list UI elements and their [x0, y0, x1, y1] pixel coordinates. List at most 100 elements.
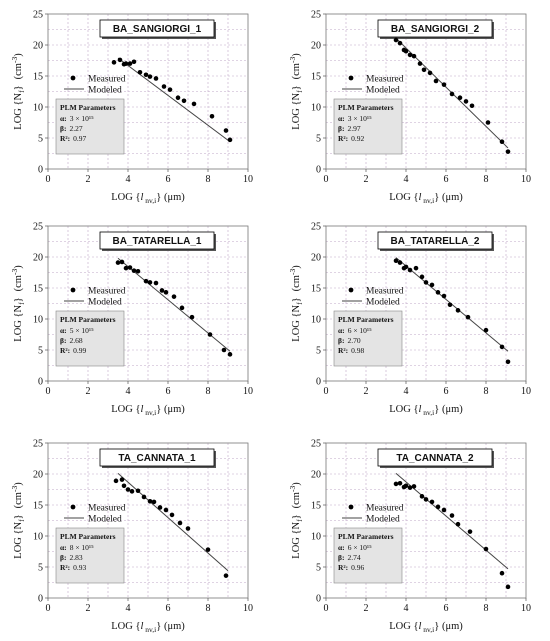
measured-data-point [403, 264, 409, 270]
y-tick-label: 10 [33, 315, 43, 326]
measured-data-point [429, 282, 435, 288]
x-tick-label: 6 [444, 386, 449, 397]
plm-beta-row: β: 2.68 [60, 336, 83, 345]
y-axis-label-subscript: f [295, 302, 304, 305]
measured-data-point [205, 547, 211, 552]
chart-title: BA_TATARELLA_1 [113, 236, 202, 247]
measured-data-point [179, 305, 185, 311]
x-axis-label-variable: l [141, 404, 144, 415]
plm-parameters-heading: PLM Parameters [338, 532, 394, 541]
plm-beta-row: β: 2.97 [338, 124, 361, 133]
measured-data-point [455, 308, 461, 313]
measured-data-point [163, 290, 169, 295]
plm-parameters-box [333, 310, 403, 367]
plm-beta-value: 2.68 [69, 336, 82, 345]
x-axis-label: LOG {l nv,i} (μm) [389, 404, 463, 417]
plm-alpha-label: α: [338, 326, 345, 335]
measured-data-point [469, 103, 475, 109]
modeled-fit-line [395, 472, 509, 570]
x-tick-label: 8 [484, 603, 489, 614]
measured-data-point [465, 314, 471, 320]
legend-measured-marker [348, 75, 354, 81]
measured-data-point [435, 290, 441, 295]
x-tick-label: 4 [404, 386, 409, 397]
x-axis-label: LOG {l nv,i} (μm) [111, 192, 185, 205]
y-tick-label: 15 [33, 72, 43, 83]
plm-parameters-box [55, 527, 125, 584]
y-tick-label: 25 [311, 439, 321, 450]
x-tick-label: 8 [206, 603, 211, 614]
x-axis-label-prefix: LOG { [389, 621, 418, 632]
plm-r2-label: R²: [338, 134, 348, 143]
chart-title: BA_TATARELLA_2 [391, 236, 480, 247]
y-axis-label-exponent: -3 [10, 486, 19, 492]
x-tick-label: 6 [166, 603, 171, 614]
measured-data-point [119, 477, 125, 482]
plm-alpha-value: 6 × 10¹⁵ [348, 326, 372, 335]
measured-data-point [397, 40, 403, 46]
modeled-fit-line [117, 57, 231, 143]
y-axis-label-close: } [13, 297, 24, 302]
y-axis-label-subscript: f [17, 90, 26, 93]
x-axis-label: LOG {l nv,i} (μm) [389, 621, 463, 634]
plot-frame [47, 225, 249, 382]
measured-data-point [161, 84, 167, 89]
x-axis-label-unit: } (μm) [156, 621, 185, 632]
legend-measured-marker [70, 287, 76, 293]
measured-data-point [457, 95, 463, 100]
plm-alpha-row: α: 3 × 10¹⁵ [60, 114, 94, 123]
y-axis-label-close: } [291, 297, 302, 302]
measured-data-point [171, 294, 177, 299]
plm-alpha-value: 5 × 10¹⁵ [70, 326, 94, 335]
measured-data-point [505, 359, 511, 365]
x-tick-label: 10 [521, 603, 531, 614]
measured-data-point [435, 504, 441, 510]
x-tick-label: 4 [404, 174, 409, 185]
measured-data-point [147, 498, 153, 504]
plm-r2-value: 0.97 [73, 134, 86, 143]
y-tick-label: 10 [311, 103, 321, 114]
x-tick-label: 2 [86, 174, 91, 185]
plm-parameters-heading: PLM Parameters [338, 103, 394, 112]
chart-panel: 0 2 4 6 8 10 0 5 10 15 20 25 LOG {l nv,i} (μm) LOG {N… [10, 439, 253, 635]
measured-data-point [207, 332, 213, 337]
x-axis-label-prefix: LOG { [389, 192, 418, 203]
y-axis-label-subscript: f [295, 90, 304, 93]
plm-r2-row: R²: 0.92 [338, 134, 365, 143]
measured-data-point [131, 268, 137, 273]
legend-modeled-label: Modeled [366, 298, 400, 308]
measured-data-point [499, 139, 505, 145]
y-axis-label-close: } [291, 85, 302, 90]
plm-r2-row: R²: 0.97 [60, 134, 87, 143]
plm-alpha-row: α: 6 × 10¹⁵ [338, 543, 372, 552]
y-tick-label: 15 [33, 501, 43, 512]
y-axis-label: LOG {Nf} (cm-3) [10, 482, 26, 559]
plm-r2-value: 0.98 [351, 346, 364, 355]
y-axis-label-close: } [291, 514, 302, 519]
chart-title: BA_SANGIORGI_2 [391, 24, 480, 35]
y-tick-label: 10 [33, 532, 43, 543]
y-axis-label: LOG {Nf} (cm-3) [10, 265, 26, 342]
y-tick-label: 10 [33, 103, 43, 114]
chart-title: BA_SANGIORGI_1 [113, 24, 202, 35]
x-axis-label-subscript: nv,i [143, 408, 156, 417]
x-axis-label-variable: l [141, 621, 144, 632]
y-tick-label: 5 [316, 563, 321, 574]
x-tick-label: 10 [243, 174, 253, 185]
plm-beta-row: β: 2.70 [338, 336, 361, 345]
measured-data-point [147, 74, 153, 79]
plm-parameters-box [55, 310, 125, 367]
measured-data-point [127, 265, 133, 270]
x-tick-label: 6 [166, 174, 171, 185]
x-tick-label: 0 [324, 603, 329, 614]
plm-beta-label: β: [338, 124, 344, 133]
y-axis-label: LOG {Nf} (cm-3) [10, 53, 26, 130]
measured-data-point [117, 57, 123, 63]
x-axis-label-unit: } (μm) [434, 192, 463, 203]
x-tick-label: 10 [243, 386, 253, 397]
y-axis-label-close: } [13, 514, 24, 519]
x-tick-label: 0 [46, 386, 51, 397]
measured-data-point [123, 61, 129, 66]
y-axis-label-unit: (cm [13, 63, 24, 79]
plm-alpha-row: α: 6 × 10¹⁵ [338, 326, 372, 335]
